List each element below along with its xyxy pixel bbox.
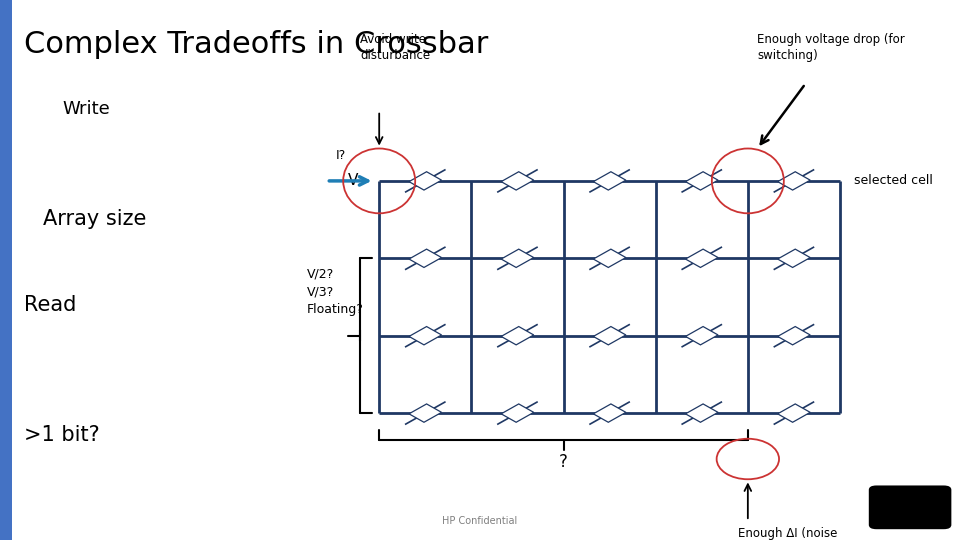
Polygon shape (409, 404, 442, 422)
Text: Read: Read (24, 295, 77, 315)
Polygon shape (501, 249, 534, 267)
Text: Enough ΔI (noise
margin): Enough ΔI (noise margin) (738, 526, 838, 540)
Polygon shape (593, 172, 626, 190)
Text: Array size: Array size (43, 208, 147, 229)
Polygon shape (685, 404, 718, 422)
Text: Enough voltage drop (for
switching): Enough voltage drop (for switching) (757, 33, 905, 62)
Polygon shape (501, 404, 534, 422)
Text: HP Confidential: HP Confidential (443, 516, 517, 526)
Polygon shape (778, 327, 810, 345)
Text: Avoid write
disturbance: Avoid write disturbance (360, 33, 430, 62)
Polygon shape (593, 404, 626, 422)
Polygon shape (685, 249, 718, 267)
FancyBboxPatch shape (869, 485, 951, 529)
Polygon shape (778, 172, 810, 190)
Polygon shape (685, 172, 718, 190)
Text: hp: hp (900, 500, 921, 514)
Polygon shape (778, 404, 810, 422)
Bar (0, 0, 12, 540)
Polygon shape (593, 327, 626, 345)
Polygon shape (409, 172, 442, 190)
Text: V/2?
V/3?
Floating?: V/2? V/3? Floating? (307, 267, 364, 316)
Polygon shape (685, 327, 718, 345)
Text: ?: ? (559, 453, 568, 470)
Text: >1 bit?: >1 bit? (24, 424, 100, 445)
Polygon shape (501, 172, 534, 190)
Text: I?: I? (336, 149, 347, 162)
Text: Complex Tradeoffs in Crossbar: Complex Tradeoffs in Crossbar (24, 30, 489, 59)
Text: selected cell: selected cell (854, 174, 933, 187)
Polygon shape (409, 327, 442, 345)
Text: Write: Write (62, 100, 110, 118)
Text: V: V (348, 173, 358, 188)
Polygon shape (501, 327, 534, 345)
Polygon shape (409, 249, 442, 267)
Polygon shape (593, 249, 626, 267)
Polygon shape (778, 249, 810, 267)
